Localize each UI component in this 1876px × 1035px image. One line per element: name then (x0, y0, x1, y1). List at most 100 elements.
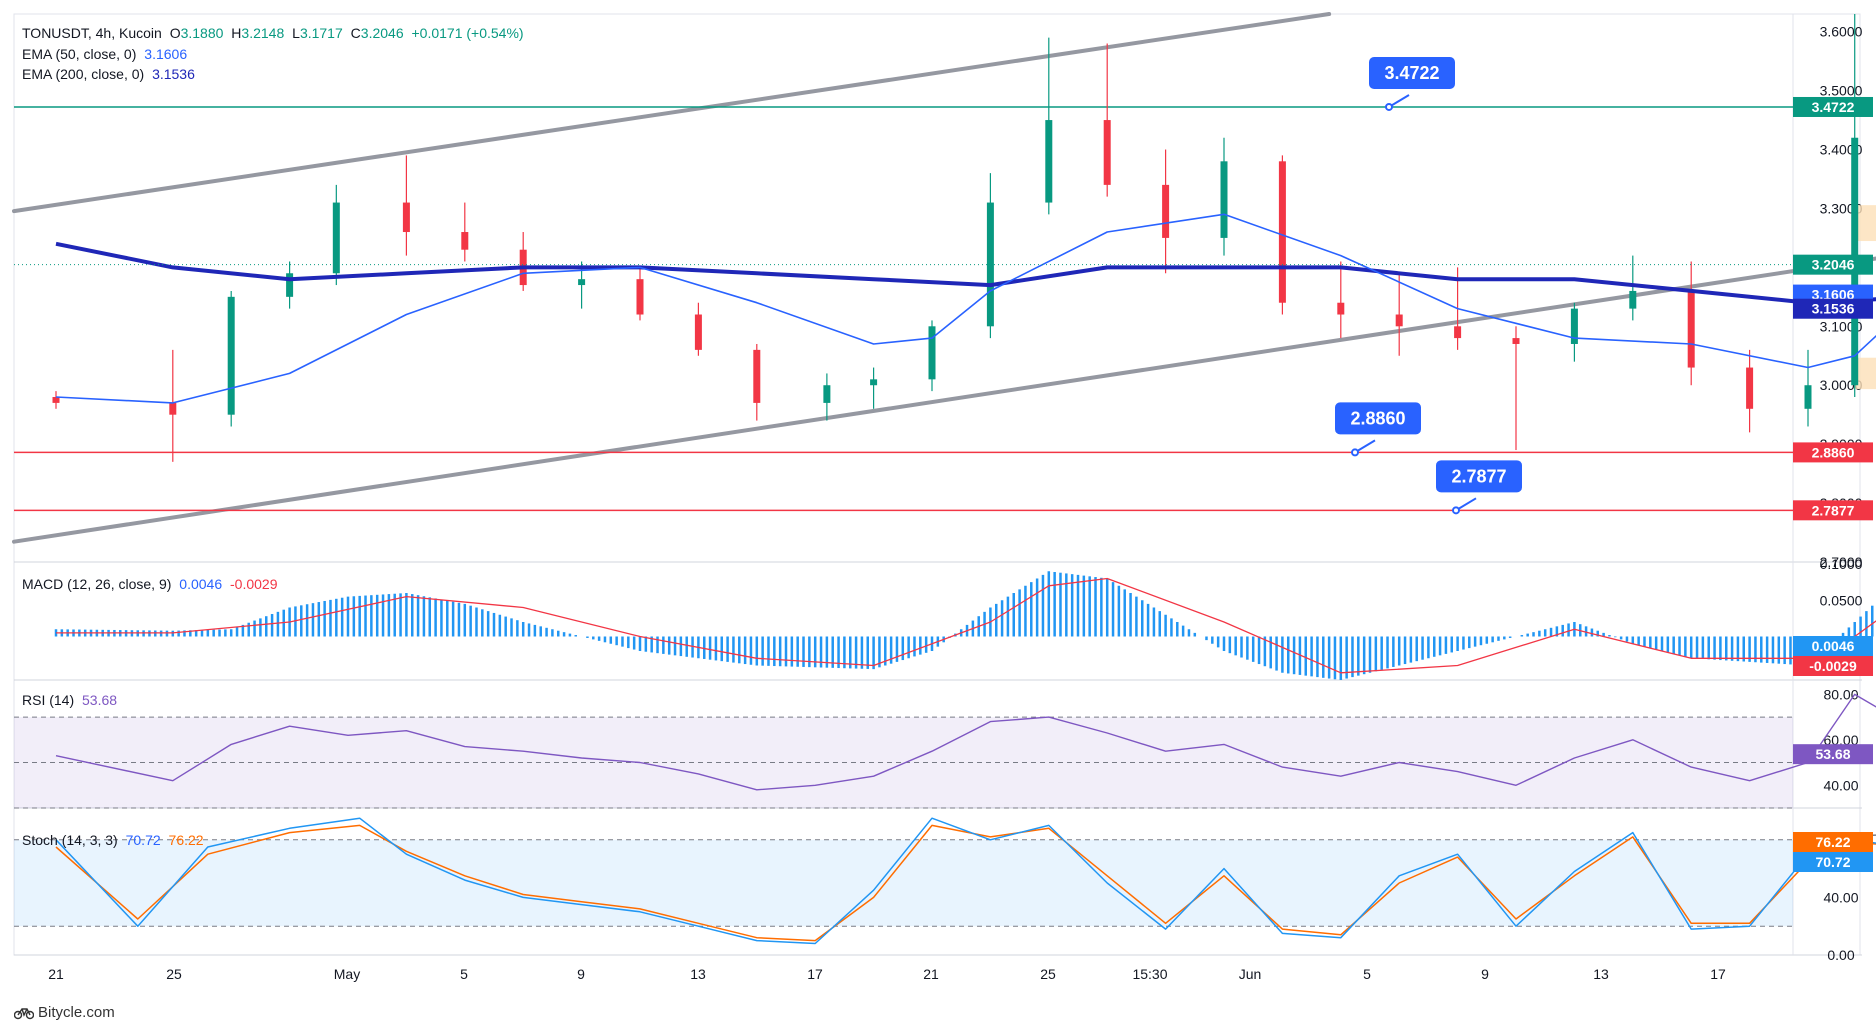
x-tick-label: 25 (1040, 966, 1056, 982)
x-tick-label: 9 (1481, 966, 1489, 982)
x-tick-label: 17 (1710, 966, 1726, 982)
candle-body (694, 314, 702, 350)
candle-body (1454, 326, 1462, 339)
macd-tag-label-1: -0.0029 (1809, 658, 1857, 674)
rsi-tag (1793, 744, 1873, 765)
stoch-tag-d (1793, 832, 1873, 852)
ema50-line (55, 213, 1876, 404)
price-tag-label-0: 3.2046 (1812, 257, 1855, 273)
callout-box-1 (1335, 402, 1421, 435)
rsi-line (55, 693, 1876, 791)
zone-box-0 (1854, 205, 1876, 242)
channel-line-0 (12, 12, 1332, 214)
price-tag-label-1: 3.1606 (1812, 287, 1855, 303)
x-tick-label: 15:30 (1132, 966, 1167, 982)
candle-body (1103, 120, 1111, 185)
x-tick-label: 13 (1593, 966, 1609, 982)
stoch-label: Stoch (14, 3, 3) (22, 832, 118, 848)
stoch-y-tick: 40.00 (1823, 889, 1858, 905)
brand-footer: Bitycle.com (14, 1004, 115, 1021)
candle-body (1220, 161, 1228, 238)
level-tag-1 (1793, 442, 1873, 463)
y-tick-label: 3.6000 (1820, 24, 1863, 40)
candle-body (1278, 161, 1286, 303)
main-legend: TONUSDT, 4h, Kucoin O3.1880 H3.2148 L3.1… (22, 24, 528, 42)
price-tag-0 (1793, 254, 1873, 275)
x-tick-label: 21 (48, 966, 64, 982)
candle-body (636, 279, 644, 315)
candle-body (1512, 338, 1520, 344)
plot-frame (13, 13, 1861, 956)
macd-tag-0 (1793, 636, 1873, 656)
candle-body (1337, 302, 1345, 315)
low-label: L (292, 25, 300, 41)
candle-body (332, 202, 340, 274)
macd-signal-line (56, 577, 1876, 674)
candle-body (1570, 308, 1578, 344)
open-label: O (169, 25, 181, 41)
ema200-label: EMA (200, close, 0) (22, 66, 145, 82)
macd-label: MACD (12, 26, close, 9) (22, 576, 172, 592)
rsi-y-tick: 60.00 (1823, 732, 1858, 748)
candle-body (52, 397, 60, 403)
rsi-tag-label: 53.68 (1815, 746, 1850, 762)
x-tick-label: 5 (460, 966, 468, 982)
y-tick-label: 3.5000 (1820, 83, 1863, 99)
rsi-value: 53.68 (82, 692, 118, 708)
candle-body (753, 349, 761, 403)
candle-body (1045, 120, 1053, 203)
rsi-y-tick: 80.00 (1823, 686, 1858, 702)
candle-body (1629, 290, 1637, 309)
macd-y-tick: 0.1000 (1820, 556, 1863, 572)
stoch-tag-k-label: 70.72 (1815, 854, 1850, 870)
candle-body (286, 273, 294, 297)
y-tick-label: 2.7000 (1820, 554, 1863, 570)
callout-label-1: 2.8860 (1350, 408, 1405, 428)
high-label: H (231, 25, 242, 41)
candle-body (1804, 385, 1812, 409)
open-value: 3.1880 (180, 25, 224, 41)
symbol-label: TONUSDT, 4h, Kucoin (22, 25, 162, 41)
stoch-y-tick: 0.00 (1827, 947, 1854, 963)
rsi-band (14, 717, 1793, 808)
macd-y-tick: 0.0500 (1820, 592, 1863, 608)
ema50-legend: EMA (50, close, 0) 3.1606 (22, 45, 191, 63)
ema50-label: EMA (50, close, 0) (22, 46, 137, 62)
rsi-label: RSI (14) (22, 692, 75, 708)
candle-body (461, 232, 469, 250)
ema200-legend: EMA (200, close, 0) 3.1536 (22, 65, 199, 83)
candle-body (1746, 367, 1754, 409)
level-tag-label-1: 2.8860 (1812, 444, 1855, 460)
candle-body (227, 296, 235, 415)
x-tick-label: 5 (1363, 966, 1371, 982)
candle-body (1395, 314, 1403, 327)
callout-dot-1 (1351, 448, 1359, 457)
macd-value: 0.0046 (179, 576, 223, 592)
bicycle-icon (14, 1007, 34, 1019)
macd-tag-label-0: 0.0046 (1812, 638, 1855, 654)
ema50-value: 3.1606 (144, 46, 188, 62)
x-tick-label: May (334, 966, 360, 982)
candle-body (578, 279, 586, 286)
x-tick-label: 9 (577, 966, 585, 982)
stoch-d-value: 76.22 (168, 832, 204, 848)
stoch-tag-d-label: 76.22 (1815, 834, 1850, 850)
price-tag-label-2: 3.1536 (1812, 301, 1855, 317)
callout-label-0: 3.4722 (1384, 63, 1439, 83)
channel-line-1 (12, 256, 1876, 544)
price-tag-2 (1793, 298, 1873, 319)
brand-name: Bitycle.com (38, 1004, 115, 1021)
x-tick-label: Jun (1239, 966, 1262, 982)
rsi-legend: RSI (14) 53.68 (22, 691, 121, 709)
callout-box-2 (1436, 460, 1522, 493)
level-tag-2 (1793, 500, 1873, 521)
stoch-legend: Stoch (14, 3, 3) 70.72 76.22 (22, 831, 208, 849)
stoch-tag-k (1793, 852, 1873, 872)
macd-tag-1 (1793, 656, 1873, 676)
candle-body (870, 379, 878, 386)
low-value: 3.1717 (299, 25, 343, 41)
high-value: 3.2148 (241, 25, 285, 41)
candle-body (169, 402, 177, 415)
ema200-line (55, 241, 1876, 305)
